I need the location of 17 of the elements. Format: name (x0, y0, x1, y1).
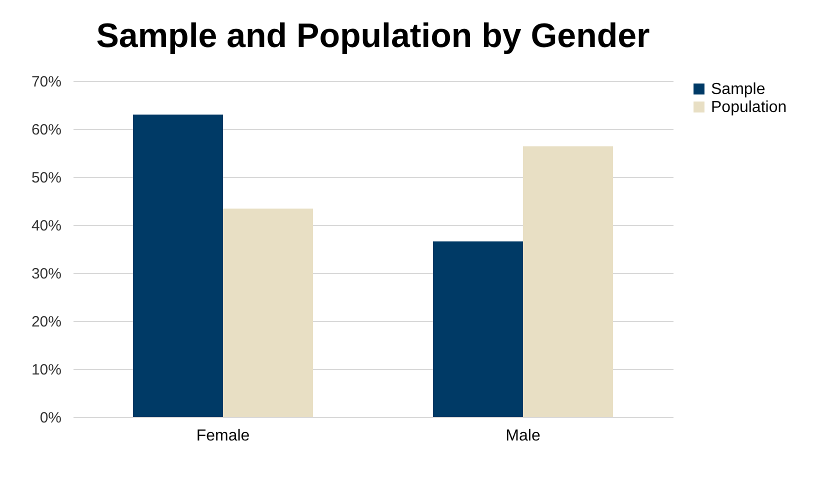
y-tick-label: 60% (31, 122, 62, 138)
y-tick-label: 30% (31, 266, 62, 282)
x-tick-label: Female (196, 428, 250, 444)
legend-label: Population (711, 99, 787, 116)
y-tick-label: 40% (31, 218, 62, 234)
bar (133, 114, 223, 417)
y-tick-label: 50% (31, 170, 62, 186)
x-tick-label: Male (506, 428, 540, 444)
y-tick-label: 70% (31, 74, 62, 90)
bar (523, 146, 613, 417)
y-tick-label: 20% (31, 314, 62, 330)
legend-label: Sample (711, 81, 766, 98)
y-tick-label: 10% (31, 362, 62, 378)
y-tick-label: 0% (40, 410, 62, 426)
bar (433, 241, 523, 417)
chart-title: Sample and Population by Gender (96, 17, 650, 55)
bar (223, 208, 313, 417)
